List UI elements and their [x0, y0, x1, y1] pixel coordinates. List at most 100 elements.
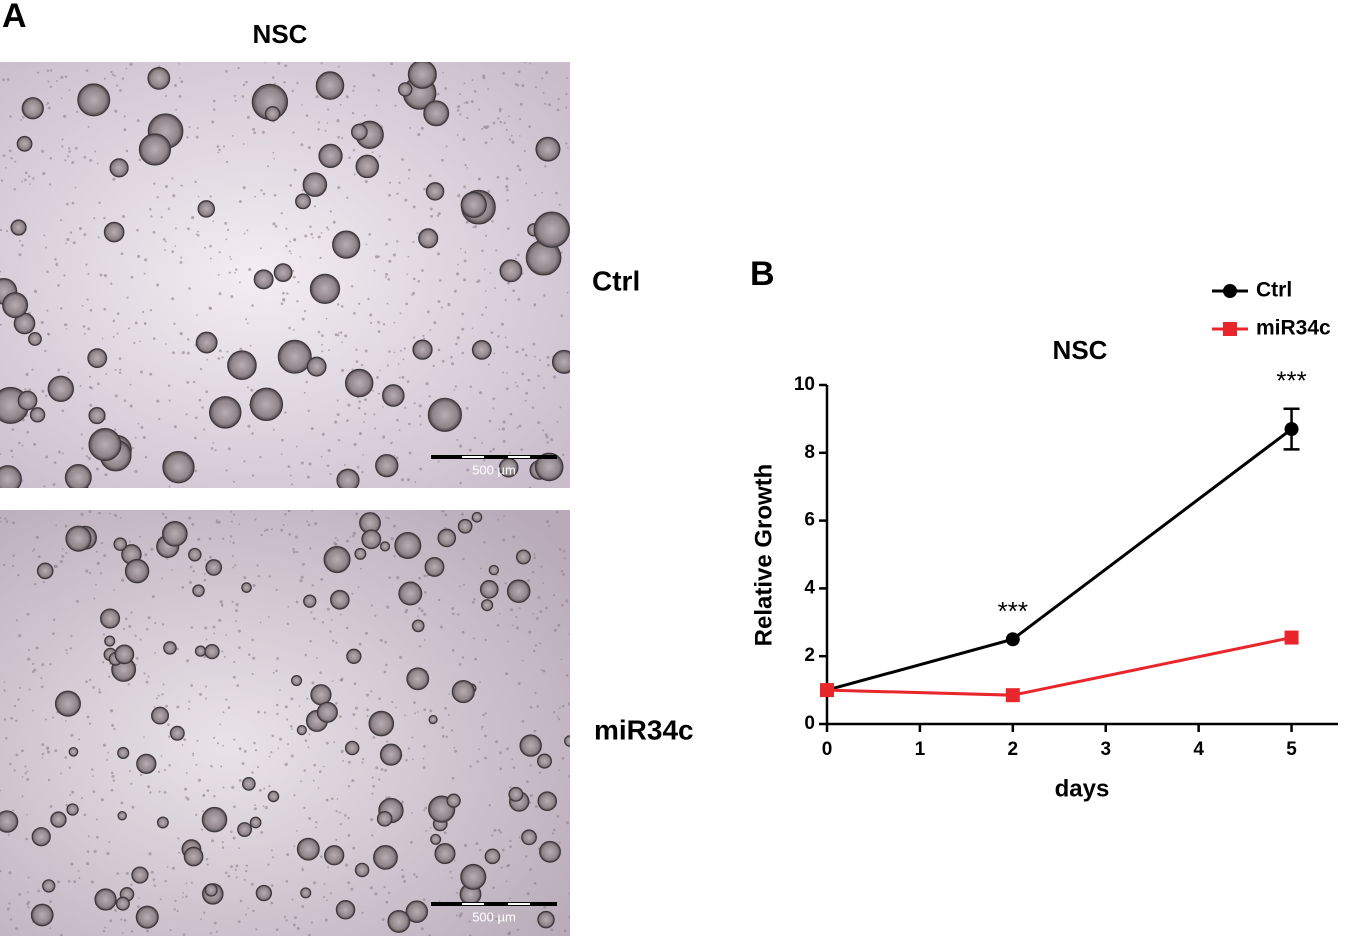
debris — [282, 524, 285, 526]
debris — [565, 142, 568, 145]
debris — [181, 744, 184, 746]
debris — [407, 255, 410, 258]
debris — [403, 347, 406, 350]
debris — [537, 421, 541, 425]
debris — [385, 242, 388, 246]
debris — [370, 604, 373, 607]
debris — [356, 465, 360, 469]
debris — [483, 541, 486, 544]
sphere — [10, 219, 27, 236]
debris — [274, 82, 276, 85]
debris — [370, 818, 374, 822]
debris — [239, 347, 243, 351]
sphere — [163, 641, 177, 655]
debris — [537, 595, 541, 600]
debris — [217, 273, 220, 276]
debris — [116, 312, 120, 315]
sphere — [379, 743, 403, 766]
debris — [249, 344, 252, 347]
debris — [230, 520, 233, 523]
debris — [272, 671, 275, 674]
debris — [506, 199, 509, 202]
debris — [321, 432, 325, 436]
debris — [291, 898, 294, 901]
sphere — [354, 862, 370, 878]
debris — [228, 271, 231, 274]
debris — [539, 642, 542, 645]
debris — [164, 94, 168, 97]
debris — [529, 794, 533, 798]
debris — [350, 285, 354, 288]
debris — [292, 548, 295, 551]
debris — [222, 145, 226, 148]
debris — [129, 404, 133, 408]
debris — [292, 550, 296, 554]
debris — [298, 705, 301, 708]
debris — [135, 656, 139, 660]
sphere — [77, 83, 111, 117]
debris — [55, 262, 59, 267]
debris — [503, 514, 505, 517]
debris — [393, 321, 396, 324]
debris — [501, 848, 505, 852]
debris — [353, 173, 356, 176]
debris — [26, 430, 30, 434]
debris — [165, 704, 168, 708]
sphere — [536, 753, 552, 769]
debris — [462, 583, 465, 586]
sphere — [521, 829, 537, 846]
sphere — [446, 793, 461, 808]
debris — [125, 871, 129, 875]
debris — [161, 577, 163, 580]
debris — [480, 728, 483, 730]
debris — [190, 565, 193, 569]
debris — [263, 529, 267, 532]
debris — [213, 736, 216, 739]
debris — [273, 193, 277, 197]
debris — [325, 798, 329, 802]
debris — [325, 226, 329, 229]
debris — [423, 337, 426, 340]
debris — [567, 702, 570, 706]
debris — [495, 740, 499, 744]
debris — [461, 630, 465, 634]
debris — [188, 287, 191, 290]
debris — [377, 330, 381, 333]
debris — [456, 336, 460, 340]
debris — [516, 426, 519, 429]
debris — [461, 312, 465, 316]
debris — [119, 368, 122, 371]
debris — [336, 539, 339, 542]
debris — [95, 550, 98, 553]
debris — [98, 690, 102, 694]
debris — [96, 561, 100, 565]
debris — [416, 231, 419, 234]
debris — [493, 828, 497, 832]
debris — [234, 868, 237, 871]
debris — [368, 233, 371, 236]
sphere — [508, 786, 524, 802]
debris — [378, 155, 381, 158]
debris — [271, 856, 275, 859]
debris — [83, 332, 86, 335]
debris — [461, 327, 465, 331]
debris — [372, 784, 376, 788]
debris — [495, 249, 498, 252]
debris — [129, 383, 132, 386]
debris — [2, 154, 6, 157]
debris — [326, 899, 329, 902]
debris — [7, 833, 10, 836]
sphere — [373, 844, 398, 870]
sphere — [192, 584, 205, 597]
debris — [243, 878, 246, 881]
debris — [396, 576, 400, 580]
debris — [251, 771, 254, 774]
debris — [162, 683, 165, 686]
debris — [246, 386, 249, 389]
debris — [342, 760, 345, 762]
debris — [149, 308, 153, 312]
debris — [10, 157, 13, 160]
debris — [317, 235, 321, 239]
debris — [232, 541, 235, 545]
debris — [17, 698, 20, 701]
